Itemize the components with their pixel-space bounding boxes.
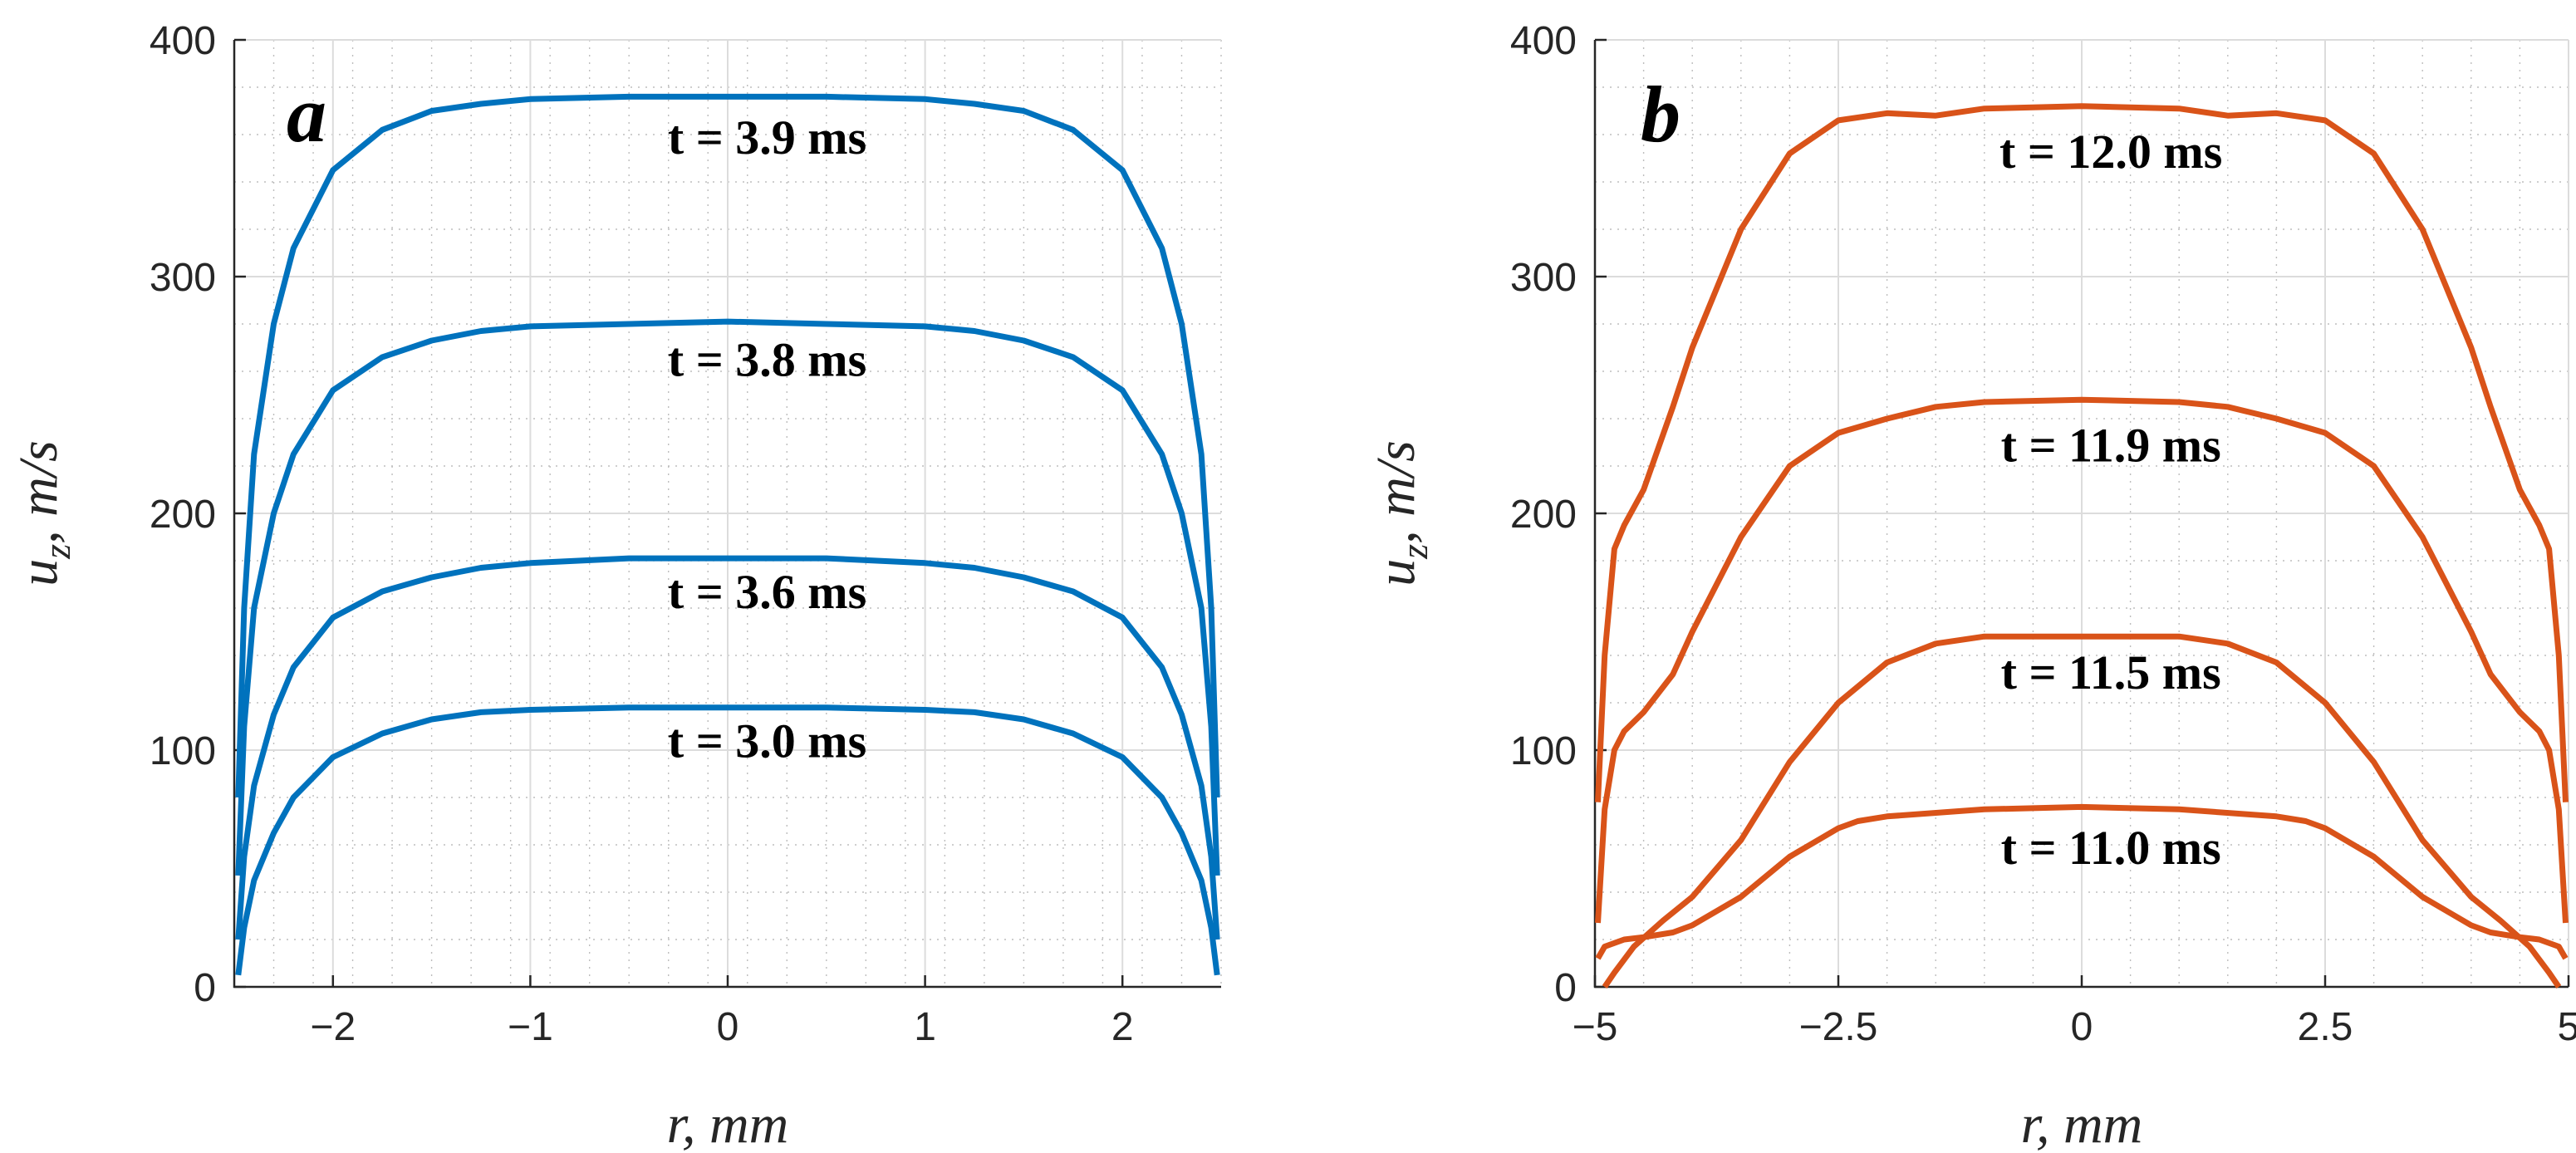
panel-a-y-tick-label: 0 (194, 966, 216, 1010)
panel-a-curve-label-1: t = 3.9 ms (668, 110, 866, 164)
panel-a-y-tick-label: 300 (150, 256, 216, 300)
panel-b-curve-label-1: t = 12.0 ms (1999, 125, 2222, 179)
panel-a-x-tick-label: 1 (914, 1005, 936, 1049)
panel-a-curve-1 (235, 93, 1220, 798)
panel-b-x-axis-label: r, mm (2021, 1094, 2143, 1153)
panel-b-y-axis-label-units: , m/s (1366, 440, 1426, 544)
panel-b-x-tick-label: 5 (2558, 1005, 2576, 1049)
panel-a-curve-3 (235, 555, 1220, 940)
panel-b-curve-2 (1595, 396, 2569, 924)
panel-b-curve-label-4: t = 11.0 ms (2001, 821, 2221, 875)
panel-b-curve-label-3: t = 11.5 ms (2001, 645, 2221, 699)
panel-b-x-tick-label: 0 (2071, 1005, 2093, 1049)
panel-b-y-axis-label-subscript: z (1393, 544, 1435, 560)
panel-b-y-tick-label: 0 (1554, 966, 1577, 1010)
panel-b-y-tick-label: 300 (1510, 256, 1577, 300)
panel-a-curve-4 (235, 704, 1220, 976)
panel-a-x-tick-label: 2 (1111, 1005, 1134, 1049)
panel-a-y-axis-label: uz, m/s (8, 440, 78, 586)
panel-a-y-axis-label-subscript: z (36, 544, 78, 560)
panel-a-y-axis-label-units: , m/s (8, 440, 69, 544)
panel-b-y-tick-label: 400 (1510, 19, 1577, 63)
panel-b-y-tick-label: 100 (1510, 729, 1577, 773)
panel-b-x-tick-label: 2.5 (2298, 1005, 2353, 1049)
panel-b-x-tick-label: −2.5 (1799, 1005, 1878, 1049)
panel-a-y-axis-label-main: u (8, 559, 69, 586)
panel-b-y-axis-label: uz, m/s (1366, 440, 1435, 586)
panel-b-y-axis-label-main: u (1366, 559, 1426, 586)
panel-b-letter: b (1641, 70, 1681, 159)
panel-a-y-tick-label: 100 (150, 729, 216, 773)
panel-b-curve-3 (1602, 633, 2562, 989)
panel-b-curve-4 (1595, 803, 2569, 960)
panel-a-letter: a (287, 70, 326, 159)
panel-a-x-tick-label: −2 (310, 1005, 356, 1049)
panel-a-curve-label-2: t = 3.8 ms (668, 333, 866, 387)
chart-panel-a: −2 −1 0 1 2 0 100 200 300 400 t = 3.9 ms t = 3.8 ms… (8, 19, 1222, 1153)
chart-panel-b: −5 −2.5 0 2.5 5 0 100 200 300 400 t = 12.0 ms t = 1… (1366, 19, 2576, 1153)
panel-a-x-tick-label: −1 (508, 1005, 553, 1049)
panel-a-curve-label-3: t = 3.6 ms (668, 565, 866, 619)
panel-b-curve-label-2: t = 11.9 ms (2001, 418, 2221, 472)
panel-b-y-tick-label: 200 (1510, 493, 1577, 537)
panel-a-x-axis-label: r, mm (667, 1094, 789, 1153)
panel-a-curve-2 (235, 318, 1220, 876)
panel-a-x-tick-label: 0 (717, 1005, 739, 1049)
panel-b-curve-1 (1595, 103, 2569, 802)
panel-a-y-tick-label: 400 (150, 19, 216, 63)
panel-b-x-tick-label: −5 (1573, 1005, 1618, 1049)
panel-a-y-tick-label: 200 (150, 493, 216, 537)
panel-a-curve-label-4: t = 3.0 ms (668, 714, 866, 768)
